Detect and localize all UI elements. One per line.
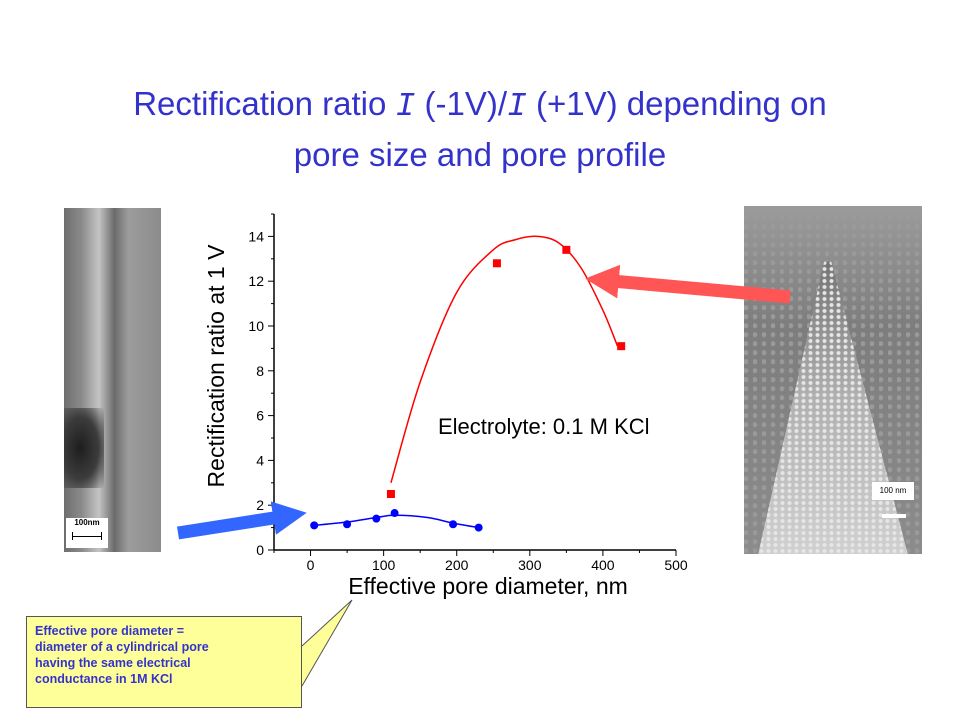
x-tick-label: 0	[307, 557, 315, 573]
callout-line-3: having the same electrical	[35, 656, 191, 670]
title-text-c: (+1V) depending on	[526, 85, 827, 122]
title-line-2: pore size and pore profile	[293, 136, 667, 173]
y-tick-label: 8	[256, 363, 264, 379]
plot-axes	[273, 214, 676, 551]
left-micrograph-dark-region	[64, 408, 104, 488]
y-tick-label: 10	[248, 318, 264, 334]
callout-line-2: diameter of a cylindrical pore	[35, 640, 209, 654]
red-square-point	[492, 259, 501, 268]
electrolyte-annotation: Electrolyte: 0.1 M KCl	[438, 414, 650, 439]
blue-circle-point	[310, 521, 319, 530]
fit-curve-0	[390, 235, 619, 484]
x-tick-label: 100	[372, 557, 396, 573]
x-tick-label: 500	[664, 557, 688, 573]
left-scale-label: 100nm	[74, 518, 100, 527]
callout-pointer	[301, 599, 353, 687]
x-axis-ticks: 0 100 200 300 400 500	[273, 550, 688, 573]
definition-callout: Effective pore diameter = diameter of a …	[26, 616, 302, 708]
left-scale-line	[72, 532, 102, 540]
left-scale-bar: 100nm	[66, 518, 108, 548]
title-current-symbol-1: I	[395, 88, 416, 125]
title-current-symbol-2: I	[506, 88, 527, 125]
callout-line-1: Effective pore diameter =	[35, 624, 185, 638]
y-tick-label: 2	[256, 497, 264, 513]
y-axis-ticks: 0 2 4 6 8 10 12 14	[248, 213, 274, 558]
left-pore-micrograph: 100nm	[64, 208, 161, 552]
y-tick-label: 14	[248, 228, 264, 244]
title-text-a: Rectification ratio	[133, 85, 396, 122]
red-arrow	[585, 264, 791, 304]
y-tick-label: 0	[256, 542, 264, 558]
y-axis-label: Rectification ratio at 1 V	[203, 244, 229, 488]
red-square-point	[617, 342, 626, 351]
fit-curves	[314, 235, 619, 529]
y-tick-label: 12	[248, 273, 264, 289]
right-scale-label: 100 nm	[872, 482, 914, 500]
blue-circle-point	[474, 523, 483, 532]
red-square-point	[386, 490, 395, 498]
y-tick-label: 4	[256, 452, 264, 468]
pointer-arrows	[176, 264, 791, 540]
blue-circle-point	[449, 520, 458, 529]
x-axis-label: Effective pore diameter, nm	[348, 573, 628, 599]
red-square-point	[562, 245, 571, 254]
right-scale-bar	[882, 514, 906, 518]
title-line-1: Rectification ratio I (-1V)/I (+1V) depe…	[40, 80, 920, 131]
blue-circle-point	[390, 509, 399, 518]
title-text-b: (-1V)/	[415, 85, 507, 122]
right-pore-micrograph: 100 nm	[744, 206, 922, 554]
callout-line-4: conductance in 1M KCl	[35, 672, 173, 686]
x-tick-label: 200	[445, 557, 469, 573]
x-tick-label: 300	[518, 557, 542, 573]
y-tick-label: 6	[256, 408, 264, 424]
blue-arrow	[176, 501, 307, 540]
blue-circle-point	[372, 514, 381, 523]
slide-title: Rectification ratio I (-1V)/I (+1V) depe…	[40, 80, 920, 179]
x-tick-label: 400	[591, 557, 615, 573]
data-points	[310, 245, 626, 532]
blue-circle-point	[343, 520, 352, 529]
